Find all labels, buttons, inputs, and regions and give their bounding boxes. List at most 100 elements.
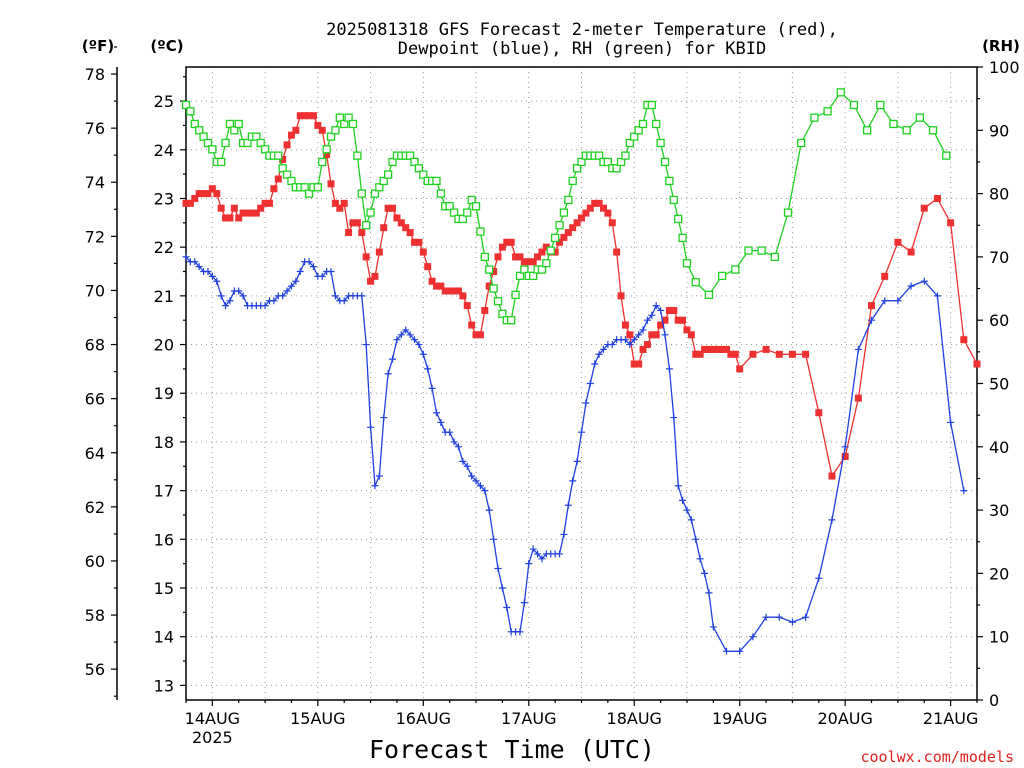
dewpoint-point bbox=[309, 263, 317, 271]
dewpoint-point bbox=[775, 613, 783, 621]
temperature-point bbox=[318, 126, 326, 134]
celsius-tick-label: 18 bbox=[154, 433, 174, 452]
temperature-point bbox=[459, 292, 467, 300]
rh-point bbox=[471, 202, 481, 211]
dewpoint-point bbox=[393, 336, 401, 344]
dewpoint-point bbox=[283, 287, 291, 295]
dewpoint-point bbox=[472, 477, 480, 485]
dewpoint-point bbox=[591, 360, 599, 368]
dewpoint-point bbox=[305, 258, 313, 266]
dewpoint-point bbox=[340, 297, 348, 305]
temperature-point bbox=[599, 204, 607, 212]
temperature-point bbox=[292, 126, 300, 134]
temperature-point bbox=[208, 185, 216, 193]
dewpoint-point bbox=[362, 341, 370, 349]
dewpoint-point bbox=[459, 457, 467, 465]
fahrenheit-unit-label: (ºF) bbox=[82, 37, 114, 55]
temperature-point bbox=[595, 199, 603, 207]
rh-point bbox=[480, 252, 489, 262]
temperature-point bbox=[582, 209, 590, 217]
rh-point bbox=[823, 107, 832, 116]
temperature-point bbox=[397, 219, 405, 227]
dewpoint-point bbox=[947, 418, 955, 426]
rh-point bbox=[467, 195, 476, 205]
rh-point bbox=[181, 100, 191, 110]
celsius-tick-label: 21 bbox=[154, 287, 174, 306]
dewpoint-point bbox=[287, 282, 295, 290]
dewpoint-point bbox=[327, 268, 335, 276]
rh-point bbox=[256, 138, 265, 148]
temperature-point bbox=[542, 243, 550, 251]
temperature-point bbox=[472, 331, 480, 339]
rh-point bbox=[274, 151, 283, 160]
temperature-point bbox=[485, 282, 493, 290]
dewpoint-point bbox=[701, 569, 709, 577]
dewpoint-point bbox=[406, 331, 414, 339]
temperature-point bbox=[635, 360, 643, 368]
temperature-point bbox=[419, 248, 427, 256]
temperature-point bbox=[503, 238, 511, 246]
rh-tick-label: 20 bbox=[989, 564, 1009, 583]
rh-point bbox=[335, 113, 344, 122]
temperature-point bbox=[371, 272, 379, 280]
temperature-point bbox=[718, 345, 726, 353]
temperature-point bbox=[683, 326, 691, 334]
rh-point bbox=[634, 126, 643, 135]
temperature-point bbox=[828, 472, 836, 480]
temperature-point bbox=[762, 345, 770, 353]
dewpoint-point bbox=[828, 516, 836, 524]
temperature-point bbox=[591, 199, 599, 207]
celsius-tick-label: 17 bbox=[154, 482, 174, 501]
dewpoint-point bbox=[217, 292, 225, 300]
fahrenheit-tick-label: 66 bbox=[85, 390, 105, 409]
dewpoint-point bbox=[582, 399, 590, 407]
temperature-point bbox=[520, 258, 528, 266]
dewpoint-point bbox=[525, 560, 533, 568]
rh-point bbox=[568, 176, 577, 186]
rh-point bbox=[577, 157, 586, 167]
temperature-point bbox=[415, 238, 423, 246]
temperature-point bbox=[222, 214, 230, 222]
rh-point bbox=[234, 119, 243, 129]
rh-point bbox=[731, 265, 740, 274]
rh-point bbox=[616, 157, 626, 167]
dewpoint-point bbox=[538, 555, 546, 563]
rh-point bbox=[652, 119, 661, 129]
series-1 bbox=[182, 253, 968, 655]
temperature-point bbox=[775, 350, 783, 358]
temperature-point bbox=[235, 214, 243, 222]
fahrenheit-tick-label: 78 bbox=[85, 65, 105, 84]
rh-point bbox=[797, 138, 806, 148]
dewpoint-point bbox=[674, 482, 682, 490]
temperature-point bbox=[261, 199, 269, 207]
rh-point bbox=[555, 221, 564, 230]
rh-point bbox=[388, 157, 397, 167]
rh-point bbox=[660, 157, 670, 167]
dewpoint-point bbox=[556, 550, 564, 558]
rh-point bbox=[489, 284, 498, 293]
temperature-point bbox=[257, 204, 265, 212]
temperature-point bbox=[665, 306, 673, 314]
celsius-tick-label: 15 bbox=[154, 579, 174, 598]
temperature-point bbox=[947, 219, 955, 227]
dewpoint-point bbox=[894, 297, 902, 305]
temperature-point bbox=[687, 331, 695, 339]
rh-point bbox=[783, 208, 793, 217]
rh-point bbox=[612, 164, 621, 173]
rh-point bbox=[862, 126, 872, 135]
rh-point bbox=[432, 176, 441, 186]
temperature-point bbox=[586, 204, 594, 212]
temperature-point bbox=[446, 287, 454, 295]
temperature-point bbox=[309, 112, 317, 120]
rh-point bbox=[529, 271, 538, 281]
temperature-point bbox=[182, 199, 190, 207]
dewpoint-point bbox=[661, 331, 669, 339]
fahrenheit-tick-label: 76 bbox=[85, 119, 105, 138]
temperature-point bbox=[432, 282, 440, 290]
temperature-point bbox=[380, 224, 388, 232]
celsius-tick-label: 14 bbox=[154, 628, 174, 647]
dewpoint-point bbox=[520, 599, 528, 607]
temperature-point bbox=[367, 277, 375, 285]
temperature-point bbox=[204, 190, 212, 198]
temperature-point bbox=[802, 350, 810, 358]
